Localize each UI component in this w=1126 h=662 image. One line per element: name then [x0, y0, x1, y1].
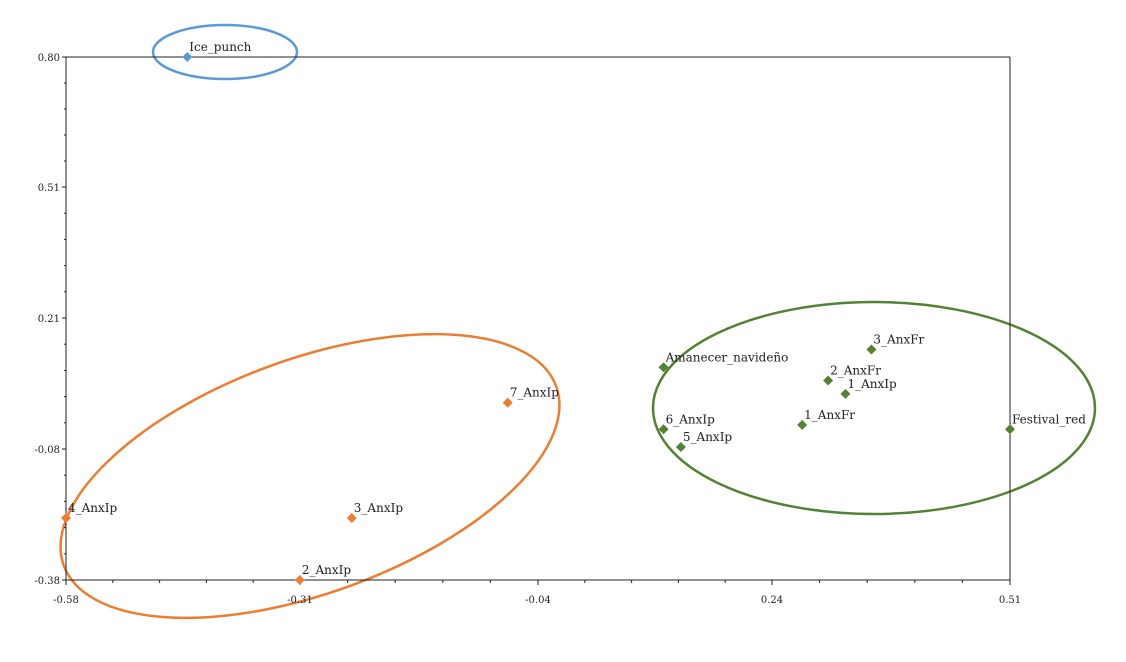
data-point	[866, 344, 877, 355]
data-point	[346, 512, 357, 523]
orange-group-enclosure	[59, 332, 561, 620]
data-point	[294, 575, 305, 585]
data-point	[658, 362, 669, 373]
y-tick-label: 0.21	[38, 314, 60, 325]
point-labels: Ice_punch 4_AnxIp 2_AnxIp 3_AnxIp 7_AnxIp Ama…	[68, 40, 1086, 577]
point-label: 5_AnxIp	[683, 430, 733, 444]
point-label: 2_AnxFr	[830, 364, 881, 378]
data-point	[797, 419, 808, 430]
tick-labels: 0.80 0.51 0.21 -0.08 -0.38 -0.58 -0.31 -…	[34, 53, 1021, 606]
data-point	[675, 442, 686, 453]
data-point	[502, 397, 513, 408]
x-tick-label: 0.51	[999, 595, 1021, 606]
minor-ticks	[64, 82, 963, 583]
plot-frame	[65, 56, 1011, 581]
y-tick-label: -0.08	[34, 445, 60, 456]
x-tick-label: 0.24	[761, 595, 783, 606]
data-points	[61, 52, 1015, 585]
y-tick-label: 0.51	[38, 183, 60, 194]
data-point	[658, 424, 669, 435]
point-label: Festival_red	[1012, 412, 1086, 426]
data-point	[840, 388, 851, 399]
data-point	[61, 512, 71, 523]
point-label: Amanecer_navideño	[665, 350, 789, 364]
data-point	[823, 375, 834, 386]
group-enclosures	[59, 23, 1097, 620]
x-tick-label: -0.31	[287, 595, 313, 606]
green-group-enclosure	[651, 300, 1097, 516]
major-ticks	[62, 56, 1011, 585]
y-tick-label: -0.38	[34, 576, 60, 587]
point-label: 1_AnxIp	[847, 377, 897, 391]
x-tick-label: -0.58	[53, 595, 79, 606]
point-label: 3_AnxIp	[354, 501, 404, 515]
point-label: 1_AnxFr	[804, 408, 855, 422]
point-label: Ice_punch	[189, 40, 251, 54]
blue-group-enclosure	[151, 23, 299, 81]
point-label: 7_AnxIp	[510, 386, 560, 400]
y-tick-label: 0.80	[38, 53, 60, 64]
x-tick-label: -0.04	[525, 595, 551, 606]
point-label: 4_AnxIp	[68, 501, 118, 515]
point-label: 3_AnxFr	[873, 333, 924, 347]
point-label: 6_AnxIp	[666, 412, 716, 426]
data-point	[1005, 424, 1015, 435]
data-point	[182, 52, 193, 62]
point-label: 2_AnxIp	[302, 563, 352, 577]
